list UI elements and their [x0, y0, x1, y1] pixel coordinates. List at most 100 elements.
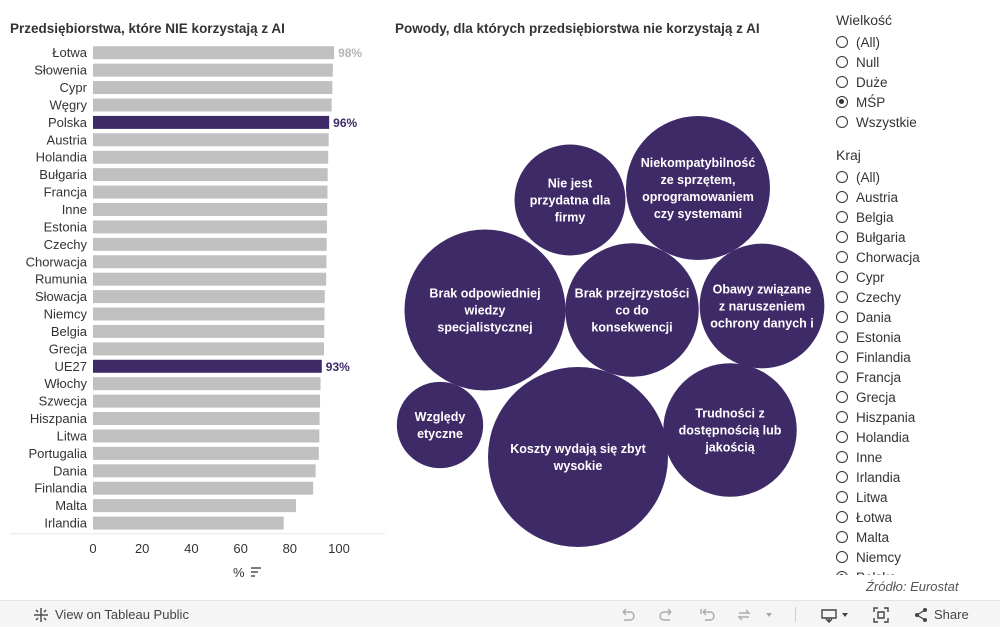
bar-Szwecja[interactable] [93, 394, 321, 408]
country-filter-option[interactable]: (All) [836, 167, 996, 187]
country-filter-option[interactable]: Grecja [836, 387, 996, 407]
bar-Bułgaria[interactable] [93, 168, 328, 182]
bubble-chart[interactable]: Koszty wydają się zbyt wysokie Brak odpowi… [390, 100, 830, 560]
bar-Portugalia[interactable] [93, 446, 319, 460]
refresh-dropdown[interactable] [765, 601, 773, 628]
refresh-button[interactable] [735, 601, 753, 628]
country-filter-option[interactable]: Cypr [836, 267, 996, 287]
radio-button[interactable] [836, 291, 848, 303]
country-filter-option[interactable]: Hiszpania [836, 407, 996, 427]
radio-button[interactable] [836, 251, 848, 263]
bubble[interactable] [626, 116, 770, 260]
bar-Dania[interactable] [93, 464, 316, 478]
radio-button[interactable] [836, 171, 848, 183]
radio-button[interactable] [836, 116, 848, 128]
bar-Cypr[interactable] [93, 81, 333, 95]
revert-button[interactable] [698, 601, 716, 628]
bar-Irlandia[interactable] [93, 516, 284, 530]
bar-Francja[interactable] [93, 185, 328, 199]
radio-button[interactable] [836, 331, 848, 343]
radio-button[interactable] [836, 411, 848, 423]
view-on-tableau-link[interactable]: View on Tableau Public [32, 601, 189, 628]
redo-button[interactable] [658, 601, 676, 628]
size-filter-option[interactable]: MŚP [836, 92, 917, 112]
bar-Słowacja[interactable] [93, 290, 325, 304]
bubble[interactable] [488, 367, 668, 547]
radio-button[interactable] [836, 571, 848, 575]
bar-Estonia[interactable] [93, 220, 327, 234]
country-filter-option[interactable]: Polska [836, 567, 996, 575]
country-filter-option[interactable]: Holandia [836, 427, 996, 447]
bar-Chorwacja[interactable] [93, 255, 327, 269]
radio-button[interactable] [836, 56, 848, 68]
bar-Finlandia[interactable] [93, 481, 314, 495]
bar-Grecja[interactable] [93, 342, 324, 356]
country-filter-option[interactable]: Francja [836, 367, 996, 387]
bar-Rumunia[interactable] [93, 272, 327, 286]
download-button[interactable] [820, 601, 849, 628]
fullscreen-button[interactable] [872, 601, 890, 628]
bar-Węgry[interactable] [93, 98, 332, 112]
radio-button[interactable] [836, 211, 848, 223]
bar-Czechy[interactable] [93, 237, 327, 251]
country-filter-option[interactable]: Łotwa [836, 507, 996, 527]
country-filter-option[interactable]: Belgia [836, 207, 996, 227]
undo-button[interactable] [618, 601, 636, 628]
country-filter-option[interactable]: Inne [836, 447, 996, 467]
bar-Słowenia[interactable] [93, 63, 333, 77]
radio-button[interactable] [836, 471, 848, 483]
bar-Litwa[interactable] [93, 429, 320, 443]
radio-button[interactable] [836, 371, 848, 383]
country-filter-option[interactable]: Czechy [836, 287, 996, 307]
size-filter-option[interactable]: Wszystkie [836, 112, 917, 132]
bar-Włochy[interactable] [93, 377, 321, 391]
radio-button[interactable] [836, 96, 848, 108]
radio-button[interactable] [836, 351, 848, 363]
size-filter-option[interactable]: (All) [836, 32, 917, 52]
bar-Malta[interactable] [93, 499, 296, 513]
country-filter-option[interactable]: Niemcy [836, 547, 996, 567]
bubble[interactable] [514, 144, 626, 256]
bubble[interactable] [404, 229, 566, 391]
radio-button[interactable] [836, 36, 848, 48]
sort-icon[interactable] [250, 566, 262, 578]
country-filter-option[interactable]: Dania [836, 307, 996, 327]
radio-button[interactable] [836, 491, 848, 503]
bubble[interactable] [699, 243, 825, 369]
radio-button[interactable] [836, 511, 848, 523]
country-filter-option[interactable]: Bułgaria [836, 227, 996, 247]
bar-Polska[interactable] [93, 115, 330, 129]
radio-button[interactable] [836, 76, 848, 88]
bar-Łotwa[interactable] [93, 46, 335, 60]
country-filter-option[interactable]: Irlandia [836, 467, 996, 487]
radio-button[interactable] [836, 531, 848, 543]
bubble[interactable] [663, 363, 797, 497]
bar-UE27[interactable] [93, 359, 322, 373]
bar-Holandia[interactable] [93, 150, 329, 164]
size-filter-option[interactable]: Null [836, 52, 917, 72]
country-filter-option[interactable]: Litwa [836, 487, 996, 507]
share-button[interactable]: Share [912, 601, 969, 628]
bar-Austria[interactable] [93, 133, 329, 147]
country-filter-option[interactable]: Malta [836, 527, 996, 547]
bar-Niemcy[interactable] [93, 307, 325, 321]
bar-Hiszpania[interactable] [93, 412, 320, 426]
bar-chart[interactable]: Łotwa 98% Słowenia Cypr Węgry Polska 96% Austri… [0, 38, 390, 558]
radio-button[interactable] [836, 391, 848, 403]
country-filter-option[interactable]: Chorwacja [836, 247, 996, 267]
radio-button[interactable] [836, 271, 848, 283]
radio-button[interactable] [836, 451, 848, 463]
bar-Belgia[interactable] [93, 324, 325, 338]
radio-button[interactable] [836, 431, 848, 443]
radio-button[interactable] [836, 551, 848, 563]
country-filter-option[interactable]: Estonia [836, 327, 996, 347]
country-filter-option[interactable]: Finlandia [836, 347, 996, 367]
radio-button[interactable] [836, 191, 848, 203]
radio-button[interactable] [836, 231, 848, 243]
country-filter-option[interactable]: Austria [836, 187, 996, 207]
bubble[interactable] [565, 243, 699, 377]
bar-Inne[interactable] [93, 202, 328, 216]
radio-button[interactable] [836, 311, 848, 323]
bubble[interactable] [396, 381, 484, 469]
size-filter-option[interactable]: Duże [836, 72, 917, 92]
